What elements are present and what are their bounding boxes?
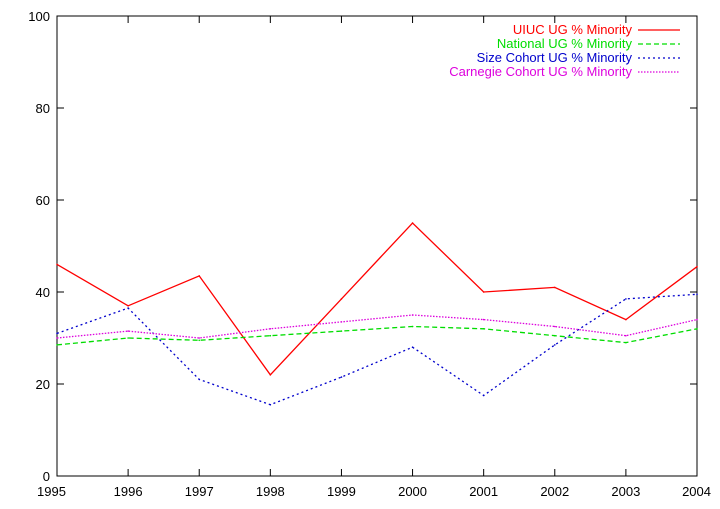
data-point-carnegie-cohort-ug-minority xyxy=(198,337,201,339)
data-point-uiuc-ug-minority xyxy=(553,286,556,289)
data-point-size-cohort-ug-minority xyxy=(198,378,201,381)
y-tick-label: 0 xyxy=(43,469,50,484)
legend-label: UIUC UG % Minority xyxy=(513,22,633,37)
data-point-national-ug-minority xyxy=(269,334,272,337)
data-point-size-cohort-ug-minority xyxy=(56,332,58,335)
data-point-size-cohort-ug-minority xyxy=(269,403,272,406)
data-point-carnegie-cohort-ug-minority xyxy=(625,334,627,337)
data-point-uiuc-ug-minority xyxy=(625,318,627,321)
data-point-national-ug-minority xyxy=(625,341,627,344)
data-point-uiuc-ug-minority xyxy=(696,265,698,268)
data-point-national-ug-minority xyxy=(482,328,485,330)
data-point-uiuc-ug-minority xyxy=(411,222,414,224)
data-point-uiuc-ug-minority xyxy=(269,374,272,376)
legend-label: Size Cohort UG % Minority xyxy=(477,50,633,65)
legend-label: National UG % Minority xyxy=(497,36,633,51)
data-point-carnegie-cohort-ug-minority xyxy=(696,318,698,321)
x-tick-label: 1996 xyxy=(114,484,143,499)
data-point-uiuc-ug-minority xyxy=(127,305,129,307)
data-point-national-ug-minority xyxy=(411,325,414,328)
data-point-uiuc-ug-minority xyxy=(56,263,58,266)
y-tick-label: 80 xyxy=(36,101,50,116)
y-tick-label: 20 xyxy=(36,377,50,392)
x-tick-label: 2000 xyxy=(398,484,427,499)
y-tick-label: 40 xyxy=(36,285,50,300)
data-point-carnegie-cohort-ug-minority xyxy=(56,337,58,339)
data-point-uiuc-ug-minority xyxy=(340,298,343,300)
data-point-carnegie-cohort-ug-minority xyxy=(553,325,556,328)
data-point-national-ug-minority xyxy=(198,339,201,342)
data-point-carnegie-cohort-ug-minority xyxy=(340,321,343,323)
x-tick-label: 1997 xyxy=(185,484,214,499)
data-point-carnegie-cohort-ug-minority xyxy=(482,318,485,321)
series-line-carnegie-cohort-ug-minority xyxy=(56,314,698,339)
data-point-carnegie-cohort-ug-minority xyxy=(411,314,414,316)
x-tick-label: 2002 xyxy=(540,484,569,499)
data-point-size-cohort-ug-minority xyxy=(553,344,556,346)
x-tick-label: 2004 xyxy=(682,484,711,499)
series-line-national-ug-minority xyxy=(56,325,698,346)
data-point-size-cohort-ug-minority xyxy=(696,293,698,296)
data-point-carnegie-cohort-ug-minority xyxy=(269,328,272,330)
data-point-size-cohort-ug-minority xyxy=(411,346,414,349)
data-point-uiuc-ug-minority xyxy=(482,291,485,293)
data-point-national-ug-minority xyxy=(340,330,343,332)
data-point-size-cohort-ug-minority xyxy=(482,394,485,397)
axes-layer: 0 20 40 60 80 100 1995 1996 1997 1998 1999 2000 2001… xyxy=(28,9,711,499)
data-point-size-cohort-ug-minority xyxy=(625,298,627,300)
series-layer xyxy=(56,222,698,406)
series-line-size-cohort-ug-minority xyxy=(56,293,698,406)
data-point-national-ug-minority xyxy=(56,344,58,346)
data-point-national-ug-minority xyxy=(127,337,129,339)
x-tick-label: 1995 xyxy=(37,484,66,499)
legend-label: Carnegie Cohort UG % Minority xyxy=(449,64,632,79)
data-point-size-cohort-ug-minority xyxy=(340,376,343,378)
x-tick-label: 2003 xyxy=(611,484,640,499)
y-tick-label: 100 xyxy=(28,9,50,24)
plot-frame xyxy=(56,15,698,477)
data-point-national-ug-minority xyxy=(696,328,698,330)
x-tick-label: 1998 xyxy=(256,484,285,499)
x-tick-label: 1999 xyxy=(327,484,356,499)
data-point-national-ug-minority xyxy=(553,334,556,337)
data-point-size-cohort-ug-minority xyxy=(127,307,129,309)
data-point-carnegie-cohort-ug-minority xyxy=(127,330,129,332)
x-tick-label: 2001 xyxy=(469,484,498,499)
y-tick-label: 60 xyxy=(36,193,50,208)
series-line-uiuc-ug-minority xyxy=(56,222,698,376)
data-point-uiuc-ug-minority xyxy=(198,275,201,277)
